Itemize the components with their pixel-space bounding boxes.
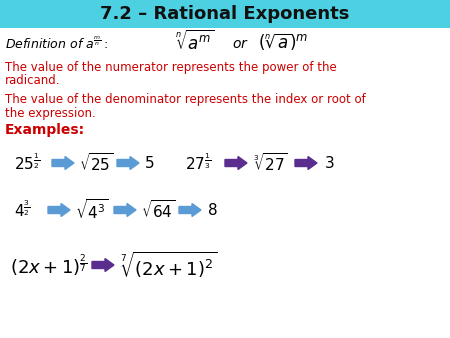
Text: $\sqrt[n]{a^m}$: $\sqrt[n]{a^m}$ bbox=[175, 30, 214, 54]
Text: $\mathit{or}$: $\mathit{or}$ bbox=[232, 37, 249, 51]
Text: $5$: $5$ bbox=[144, 155, 154, 171]
FancyArrow shape bbox=[114, 203, 136, 217]
Text: The value of the denominator represents the index or root of: The value of the denominator represents … bbox=[5, 94, 366, 106]
FancyArrow shape bbox=[92, 259, 114, 271]
FancyArrow shape bbox=[117, 156, 139, 169]
Text: $\sqrt{64}$: $\sqrt{64}$ bbox=[141, 199, 176, 221]
Text: radicand.: radicand. bbox=[5, 74, 60, 88]
Text: $\sqrt[7]{\left(2x+1\right)^2}$: $\sqrt[7]{\left(2x+1\right)^2}$ bbox=[120, 250, 217, 280]
Text: Examples:: Examples: bbox=[5, 123, 85, 137]
FancyArrow shape bbox=[179, 203, 201, 217]
FancyArrow shape bbox=[52, 156, 74, 169]
FancyArrow shape bbox=[295, 156, 317, 169]
Text: $\mathit{Definition\ of\ }a^{\frac{m}{n}}:$: $\mathit{Definition\ of\ }a^{\frac{m}{n}… bbox=[5, 36, 108, 52]
Text: $\sqrt[3]{27}$: $\sqrt[3]{27}$ bbox=[253, 152, 288, 174]
Text: $4^{\frac{3}{2}}$: $4^{\frac{3}{2}}$ bbox=[14, 199, 31, 220]
Text: 7.2 – Rational Exponents: 7.2 – Rational Exponents bbox=[100, 5, 350, 23]
Text: $\left(2x+1\right)^{\frac{2}{7}}$: $\left(2x+1\right)^{\frac{2}{7}}$ bbox=[10, 252, 87, 278]
Text: $27^{\frac{1}{3}}$: $27^{\frac{1}{3}}$ bbox=[185, 152, 212, 173]
FancyArrow shape bbox=[225, 156, 247, 169]
Text: $\sqrt{25}$: $\sqrt{25}$ bbox=[79, 152, 113, 174]
Text: $3$: $3$ bbox=[324, 155, 334, 171]
FancyArrow shape bbox=[48, 203, 70, 217]
Text: the expression.: the expression. bbox=[5, 106, 96, 120]
Text: $\sqrt{4^3}$: $\sqrt{4^3}$ bbox=[75, 198, 109, 222]
Text: $\left(\sqrt[n]{a}\right)^m$: $\left(\sqrt[n]{a}\right)^m$ bbox=[258, 31, 309, 52]
Bar bbox=[0, 0, 450, 28]
Text: $25^{\frac{1}{2}}$: $25^{\frac{1}{2}}$ bbox=[14, 152, 40, 173]
Text: $8$: $8$ bbox=[207, 202, 218, 218]
Text: The value of the numerator represents the power of the: The value of the numerator represents th… bbox=[5, 62, 337, 74]
